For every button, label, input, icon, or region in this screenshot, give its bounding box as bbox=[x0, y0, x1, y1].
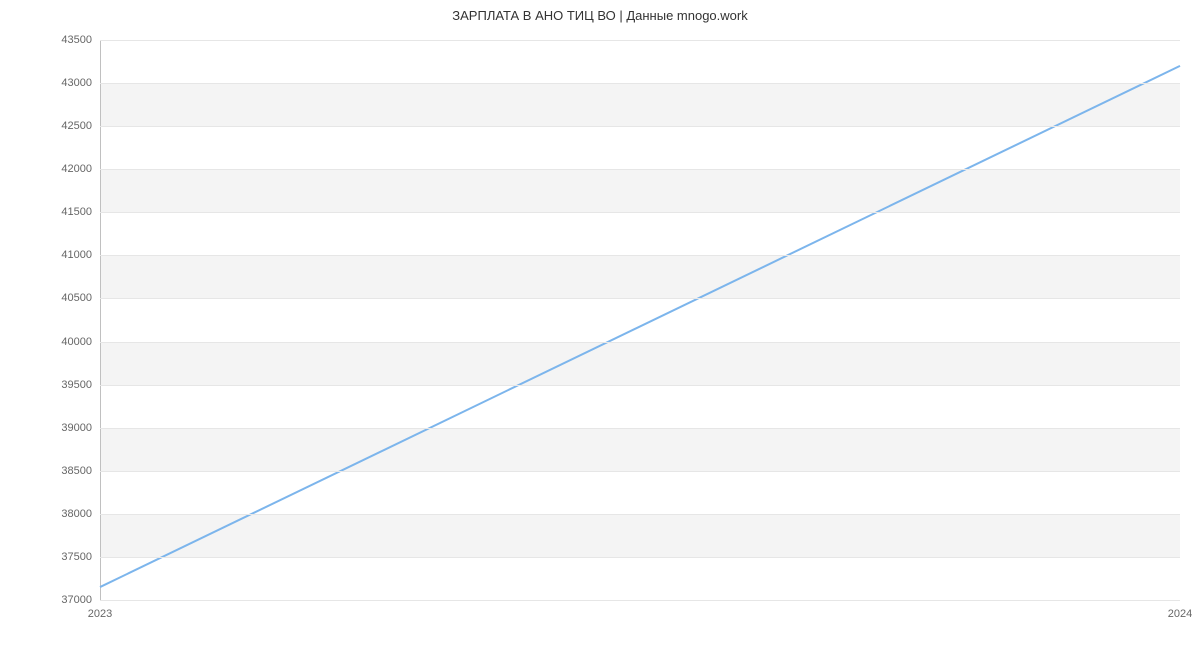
y-gridline bbox=[100, 514, 1180, 515]
y-tick-label: 37500 bbox=[50, 551, 92, 563]
y-gridline bbox=[100, 342, 1180, 343]
y-tick-label: 40000 bbox=[50, 336, 92, 348]
y-gridline bbox=[100, 83, 1180, 84]
y-gridline bbox=[100, 126, 1180, 127]
series-polyline bbox=[100, 66, 1180, 587]
y-tick-label: 42000 bbox=[50, 163, 92, 175]
x-tick-label: 2024 bbox=[1168, 608, 1192, 620]
salary-line-chart: ЗАРПЛАТА В АНО ТИЦ ВО | Данные mnogo.wor… bbox=[0, 0, 1200, 650]
plot-area: 3700037500380003850039000395004000040500… bbox=[100, 40, 1180, 600]
y-gridline bbox=[100, 557, 1180, 558]
y-gridline bbox=[100, 428, 1180, 429]
y-tick-label: 40500 bbox=[50, 292, 92, 304]
y-tick-label: 43000 bbox=[50, 77, 92, 89]
chart-title: ЗАРПЛАТА В АНО ТИЦ ВО | Данные mnogo.wor… bbox=[0, 8, 1200, 23]
y-gridline bbox=[100, 169, 1180, 170]
y-gridline bbox=[100, 385, 1180, 386]
y-tick-label: 38000 bbox=[50, 508, 92, 520]
y-tick-label: 38500 bbox=[50, 465, 92, 477]
x-tick-label: 2023 bbox=[88, 608, 112, 620]
y-tick-label: 43500 bbox=[50, 34, 92, 46]
y-gridline bbox=[100, 600, 1180, 601]
y-gridline bbox=[100, 298, 1180, 299]
y-tick-label: 41500 bbox=[50, 206, 92, 218]
y-tick-label: 37000 bbox=[50, 594, 92, 606]
y-tick-label: 39000 bbox=[50, 422, 92, 434]
y-tick-label: 39500 bbox=[50, 379, 92, 391]
y-gridline bbox=[100, 212, 1180, 213]
line-series bbox=[100, 40, 1180, 600]
y-gridline bbox=[100, 471, 1180, 472]
y-tick-label: 42500 bbox=[50, 120, 92, 132]
y-gridline bbox=[100, 255, 1180, 256]
y-tick-label: 41000 bbox=[50, 249, 92, 261]
y-gridline bbox=[100, 40, 1180, 41]
